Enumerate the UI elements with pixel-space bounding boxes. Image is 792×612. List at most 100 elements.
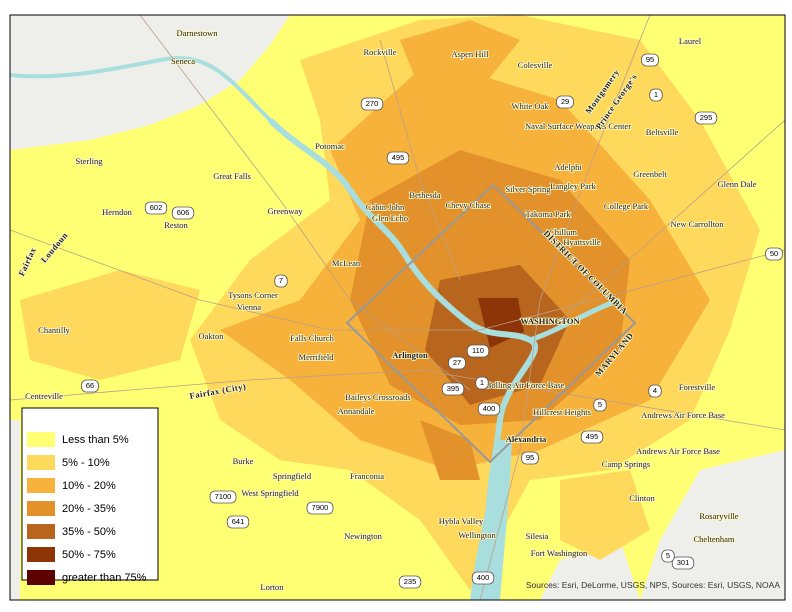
place-label: West Springfield [241,488,299,498]
place-label: Falls Church [290,333,334,343]
route-shield [209,490,237,504]
route-shield [694,111,718,125]
route-number: 606 [177,208,190,217]
map-frame [9,14,786,601]
place-label: Great Falls [213,171,251,181]
route-number: 301 [677,558,690,567]
river [470,440,512,600]
place-label: New Carrollton [670,219,724,229]
place-label: Hillcrest Heights [533,407,591,417]
legend-label: Less than 5% [62,434,129,446]
place-label: Silesia [526,531,549,541]
place-label: Andrews Air Force Base [641,410,725,420]
place-label: Silver Spring [505,184,551,194]
density-zones [20,15,760,590]
place-label: White Oak [511,101,549,111]
dc-boundary [345,183,637,464]
route-shield [441,382,465,396]
place-label: Burke [233,456,254,466]
place-label: Lorton [260,582,284,592]
route-number: 1 [480,378,484,387]
route-shield [641,53,659,67]
place-label: Greenbelt [633,169,667,179]
place-label: Centreville [25,391,63,401]
place-label: Laurel [679,36,702,46]
route-number: 495 [586,432,599,441]
place-label: Potomac [315,141,345,151]
place-label: Bolling Air Force Base [486,380,565,390]
density-zone [20,270,200,380]
place-label: Cheltenham [693,534,734,544]
no-data-area [10,15,290,150]
place-label: Clinton [629,493,655,503]
legend-swatch [27,547,55,562]
route-number: 7100 [215,492,232,501]
route-number: 95 [646,55,654,64]
route-number: 1 [654,90,658,99]
route-shield [171,206,195,220]
route-number: 110 [472,346,484,355]
route-shield [556,95,574,109]
route-shield [81,379,99,393]
route-shield [306,501,334,515]
route-number: 641 [232,517,245,526]
road [139,15,471,391]
legend-label: 20% - 35% [62,503,116,515]
place-label: Colesville [518,60,553,70]
place-label: Forestville [679,382,716,392]
major-place-label: WASHINGTON [520,316,580,326]
place-label: Springfield [273,471,312,481]
place-label: Darnestown [176,28,218,38]
route-number: 66 [86,381,94,390]
route-shield [360,97,384,111]
route-number: 400 [477,573,490,582]
place-label: McLean [332,258,361,268]
route-number: 27 [453,358,461,367]
legend-label: 5% - 10% [62,457,110,469]
route-shield [274,274,288,288]
river [529,297,621,343]
density-zone [420,420,480,480]
route-shield [477,402,501,416]
place-label: Fort Washington [531,548,588,558]
major-place-label: Alexandria [506,434,547,444]
source-text: Sources: Esri, DeLorme, USGS, NPS, Sourc… [526,580,780,590]
place-label: Chevy Chase [445,200,490,210]
place-label: Chillum [549,227,577,237]
legend-label: 10% - 20% [62,480,116,492]
road [10,229,785,331]
place-label: Baileys Crossroads [345,392,410,402]
route-shield [580,430,604,444]
no-data-area [540,540,640,600]
route-number: 495 [392,153,405,162]
route-number: 400 [483,404,496,413]
legend-swatch [27,524,55,539]
place-label: College Park [604,201,649,211]
route-number: 7900 [312,503,329,512]
density-zone [400,20,520,90]
route-shield [466,344,490,358]
place-label: Newington [344,531,383,541]
place-label: Franconia [350,471,384,481]
place-label: Cabin John [366,202,405,212]
roads [10,15,785,600]
place-label: Langley Park [550,181,596,191]
route-number: 295 [700,113,713,122]
major-place-label: Arlington [392,350,428,360]
place-label: Sterling [76,156,104,166]
place-label: Takoma Park [526,209,572,219]
place-label: Reston [164,220,188,230]
place-label: Tysons Corner [228,290,278,300]
place-label: Camp Springs [602,459,650,469]
route-shield [448,356,466,370]
route-shield [648,384,662,398]
place-label: Chantilly [38,325,70,335]
place-label: Herndon [102,207,132,217]
legend-swatch [27,570,55,585]
route-shield [661,549,675,563]
route-shield [475,376,489,390]
place-label: Greenway [268,206,304,216]
route-number: 7 [279,276,283,285]
route-shield [398,575,422,589]
place-label: Rockville [363,47,396,57]
